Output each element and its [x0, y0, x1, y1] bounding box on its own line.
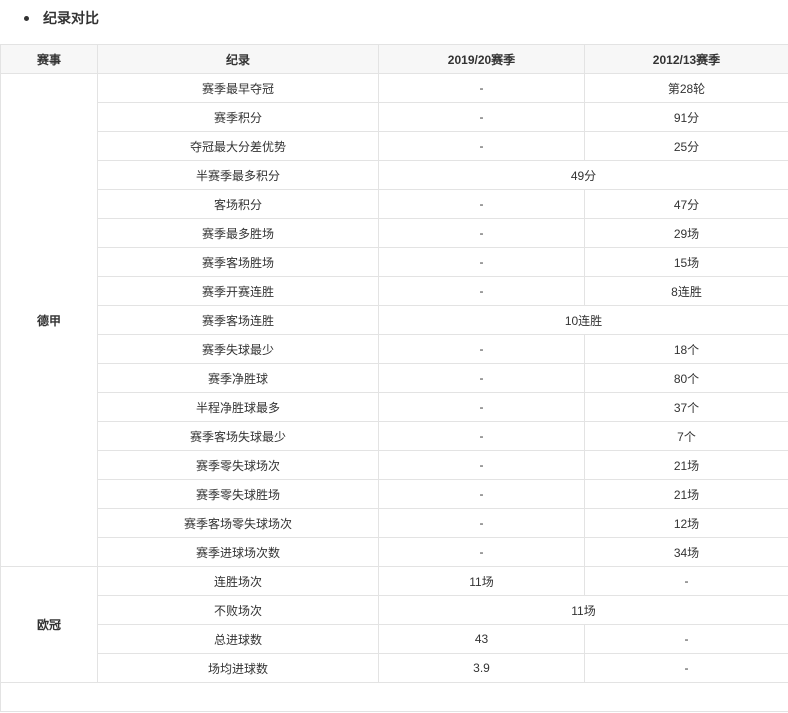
value-2012-13-cell: 80个 [584, 363, 788, 393]
record-cell: 赛季积分 [97, 102, 379, 132]
record-cell: 赛季零失球胜场 [97, 479, 379, 509]
record-cell: 赛季最早夺冠 [97, 73, 379, 103]
value-2019-20-cell: - [378, 73, 585, 103]
table-row: 赛季积分 -91分 [1, 102, 788, 132]
table-row: 欧冠 连胜场次 11场 - [0, 566, 788, 683]
record-cell: 不败场次 [97, 595, 379, 625]
merged-value-cell: 10连胜 [378, 305, 788, 335]
value-2012-13-cell: 12场 [584, 508, 788, 538]
value-2012-13-cell: 34场 [584, 537, 788, 567]
value-2019-20-cell: - [378, 189, 585, 219]
table-row: 夺冠最大分差优势 -25分 [1, 131, 788, 161]
record-cell: 赛季进球场次数 [97, 537, 379, 567]
value-2019-20-cell: - [378, 334, 585, 364]
table-row: 赛季最多胜场 -29场 [1, 218, 788, 248]
value-2012-13-cell: 37个 [584, 392, 788, 422]
record-cell: 场均进球数 [97, 653, 379, 683]
value-2012-13-cell: - [584, 566, 788, 596]
value-2019-20-cell: 43 [378, 624, 585, 654]
value-2019-20-cell: - [378, 276, 585, 306]
table-row: 不败场次 11场 [1, 595, 788, 625]
record-cell: 总进球数 [97, 624, 379, 654]
table-row: 赛季零失球场次 -21场 [1, 450, 788, 480]
competition-cell: 欧冠 [0, 566, 98, 683]
record-cell: 赛季客场连胜 [97, 305, 379, 335]
header-competition: 赛事 [0, 44, 98, 74]
value-2019-20-cell: 3.9 [378, 653, 585, 683]
value-2019-20-cell: - [378, 479, 585, 509]
value-2019-20-cell: - [378, 537, 585, 567]
records-table: 赛事 纪录 2019/20赛季 2012/13赛季 德甲 赛季最早夺冠 - 第28轮赛… [0, 44, 788, 712]
value-2012-13-cell: 18个 [584, 334, 788, 364]
table-row: 赛季失球最少 -18个 [1, 334, 788, 364]
value-2019-20-cell: - [378, 508, 585, 538]
section-heading: 纪录对比 [24, 8, 99, 28]
value-2012-13-cell: 21场 [584, 479, 788, 509]
table-row: 赛季客场失球最少 -7个 [1, 421, 788, 451]
record-cell: 赛季开赛连胜 [97, 276, 379, 306]
record-cell: 赛季客场零失球场次 [97, 508, 379, 538]
value-2019-20-cell: - [378, 392, 585, 422]
value-2012-13-cell: 21场 [584, 450, 788, 480]
value-2019-20-cell: - [378, 450, 585, 480]
header-season-2019-20: 2019/20赛季 [378, 44, 585, 74]
table-row: 赛季客场零失球场次 -12场 [1, 508, 788, 538]
record-cell: 客场积分 [97, 189, 379, 219]
record-cell: 半赛季最多积分 [97, 160, 379, 190]
value-2012-13-cell: 29场 [584, 218, 788, 248]
record-cell: 半程净胜球最多 [97, 392, 379, 422]
value-2019-20-cell: - [378, 247, 585, 277]
value-2012-13-cell: 7个 [584, 421, 788, 451]
table-row: 赛季净胜球 -80个 [1, 363, 788, 393]
value-2012-13-cell: - [584, 653, 788, 683]
table-row: 总进球数 43- [1, 624, 788, 654]
record-cell: 赛季客场失球最少 [97, 421, 379, 451]
value-2012-13-cell: 25分 [584, 131, 788, 161]
record-cell: 赛季零失球场次 [97, 450, 379, 480]
value-2019-20-cell: - [378, 421, 585, 451]
record-cell: 赛季最多胜场 [97, 218, 379, 248]
table-row: 客场积分 -47分 [1, 189, 788, 219]
record-cell: 赛季客场胜场 [97, 247, 379, 277]
value-2019-20-cell: - [378, 218, 585, 248]
competition-cell: 德甲 [0, 73, 98, 567]
table-row: 赛季开赛连胜 -8连胜 [1, 276, 788, 306]
heading-text: 纪录对比 [43, 10, 99, 26]
record-cell: 赛季失球最少 [97, 334, 379, 364]
empty-row [0, 682, 788, 712]
table-row: 赛季客场胜场 -15场 [1, 247, 788, 277]
bullet-icon [24, 15, 29, 21]
table-row: 赛季客场连胜 10连胜 [1, 305, 788, 335]
merged-value-cell: 49分 [378, 160, 788, 190]
table-row: 场均进球数 3.9- [1, 653, 788, 683]
record-cell: 夺冠最大分差优势 [97, 131, 379, 161]
value-2012-13-cell: 8连胜 [584, 276, 788, 306]
value-2019-20-cell: - [378, 131, 585, 161]
value-2019-20-cell: - [378, 363, 585, 393]
value-2012-13-cell: 91分 [584, 102, 788, 132]
merged-value-cell: 11场 [378, 595, 788, 625]
value-2019-20-cell: - [378, 102, 585, 132]
header-season-2012-13: 2012/13赛季 [584, 44, 788, 74]
table-row: 赛季零失球胜场 -21场 [1, 479, 788, 509]
value-2019-20-cell: 11场 [378, 566, 585, 596]
value-2012-13-cell: 47分 [584, 189, 788, 219]
table-row: 赛季进球场次数 -34场 [1, 537, 788, 567]
table-row: 德甲 赛季最早夺冠 - 第28轮 [0, 73, 788, 567]
header-record: 纪录 [97, 44, 379, 74]
table-row: 半程净胜球最多 -37个 [1, 392, 788, 422]
value-2012-13-cell: 第28轮 [584, 73, 788, 103]
value-2012-13-cell: 15场 [584, 247, 788, 277]
record-cell: 赛季净胜球 [97, 363, 379, 393]
empty-cell [0, 682, 788, 712]
record-cell: 连胜场次 [97, 566, 379, 596]
table-row: 半赛季最多积分 49分 [1, 160, 788, 190]
value-2012-13-cell: - [584, 624, 788, 654]
table-header-row: 赛事 纪录 2019/20赛季 2012/13赛季 [0, 44, 788, 74]
